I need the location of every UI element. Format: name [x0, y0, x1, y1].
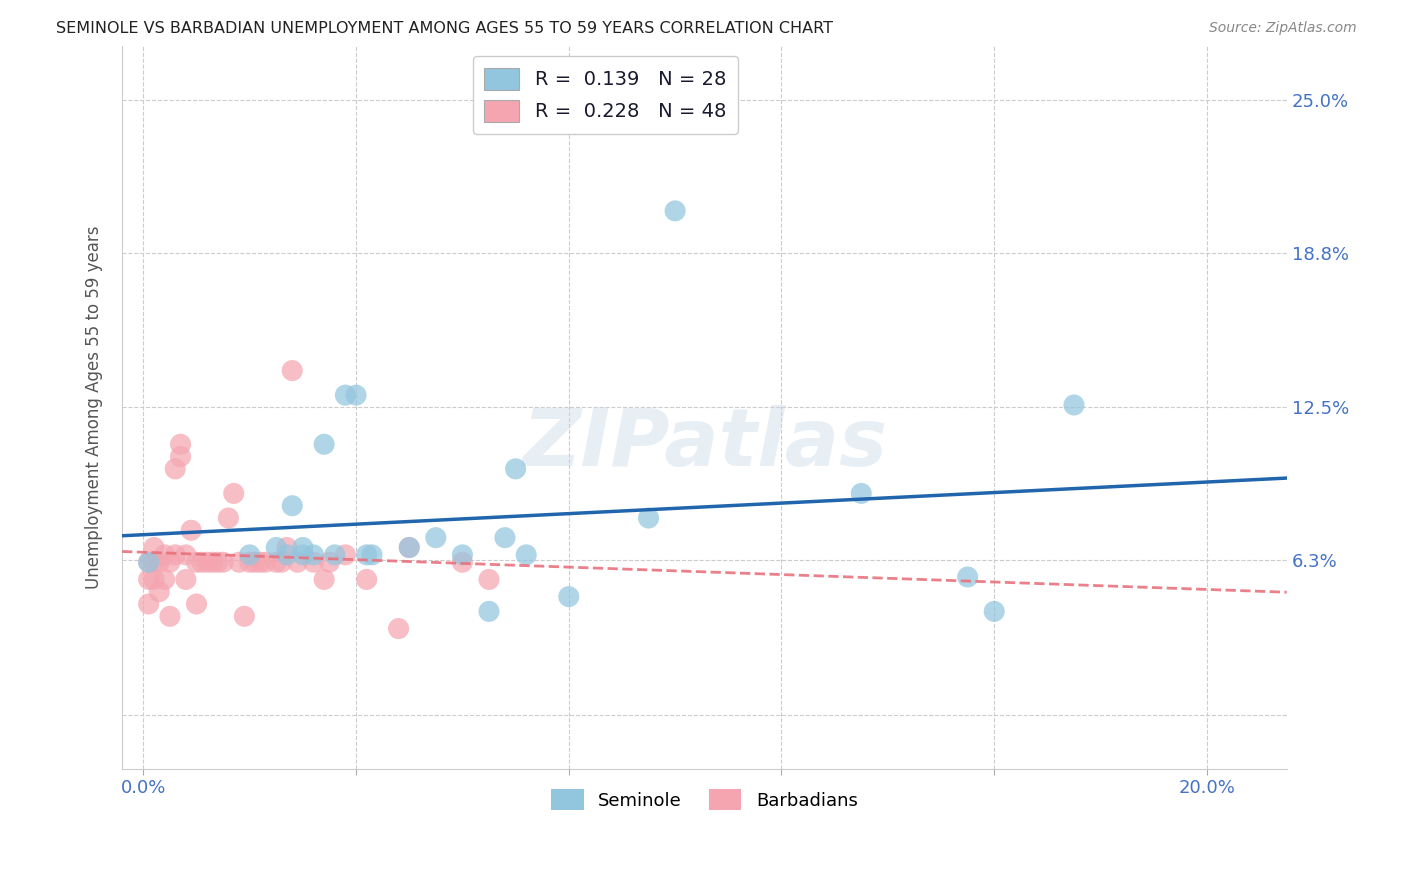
Point: [478, 604, 501, 618]
Point: [264, 541, 287, 555]
Point: [361, 548, 384, 562]
Point: [186, 555, 208, 569]
Point: [302, 548, 325, 562]
Point: [276, 541, 298, 555]
Point: [143, 555, 166, 569]
Point: [143, 573, 166, 587]
Point: [287, 555, 309, 569]
Point: [664, 203, 686, 218]
Point: [174, 573, 197, 587]
Point: [153, 548, 176, 562]
Point: [281, 499, 304, 513]
Point: [249, 555, 271, 569]
Point: [478, 573, 501, 587]
Point: [637, 511, 659, 525]
Text: SEMINOLE VS BARBADIAN UNEMPLOYMENT AMONG AGES 55 TO 59 YEARS CORRELATION CHART: SEMINOLE VS BARBADIAN UNEMPLOYMENT AMONG…: [56, 21, 834, 36]
Point: [165, 548, 187, 562]
Point: [239, 555, 262, 569]
Point: [138, 573, 160, 587]
Text: Source: ZipAtlas.com: Source: ZipAtlas.com: [1209, 21, 1357, 35]
Point: [314, 573, 336, 587]
Point: [138, 555, 160, 569]
Y-axis label: Unemployment Among Ages 55 to 59 years: Unemployment Among Ages 55 to 59 years: [86, 226, 103, 590]
Point: [344, 388, 367, 402]
Point: [254, 555, 277, 569]
Text: ZIPatlas: ZIPatlas: [522, 405, 887, 483]
Point: [174, 548, 197, 562]
Point: [138, 555, 160, 569]
Point: [335, 388, 357, 402]
Point: [180, 523, 202, 537]
Point: [243, 555, 266, 569]
Point: [323, 548, 346, 562]
Point: [159, 609, 181, 624]
Point: [1063, 398, 1085, 412]
Point: [239, 548, 262, 562]
Point: [264, 555, 287, 569]
Point: [318, 555, 340, 569]
Point: [143, 541, 166, 555]
Point: [451, 548, 474, 562]
Point: [851, 486, 873, 500]
Point: [276, 548, 298, 562]
Legend: Seminole, Barbadians: Seminole, Barbadians: [544, 782, 865, 817]
Point: [201, 555, 224, 569]
Point: [356, 548, 378, 562]
Point: [505, 462, 527, 476]
Point: [356, 573, 378, 587]
Point: [148, 584, 170, 599]
Point: [515, 548, 537, 562]
Point: [148, 555, 170, 569]
Point: [398, 541, 420, 555]
Point: [451, 555, 474, 569]
Point: [233, 609, 256, 624]
Point: [186, 597, 208, 611]
Point: [291, 541, 314, 555]
Point: [217, 511, 239, 525]
Point: [314, 437, 336, 451]
Point: [165, 462, 187, 476]
Point: [494, 531, 516, 545]
Point: [281, 363, 304, 377]
Point: [169, 450, 191, 464]
Point: [138, 597, 160, 611]
Point: [335, 548, 357, 562]
Point: [191, 555, 214, 569]
Point: [270, 555, 292, 569]
Point: [387, 622, 409, 636]
Point: [228, 555, 250, 569]
Point: [159, 555, 181, 569]
Point: [153, 573, 176, 587]
Point: [207, 555, 229, 569]
Point: [291, 548, 314, 562]
Point: [398, 541, 420, 555]
Point: [956, 570, 979, 584]
Point: [302, 555, 325, 569]
Point: [425, 531, 447, 545]
Point: [169, 437, 191, 451]
Point: [195, 555, 218, 569]
Point: [212, 555, 235, 569]
Point: [558, 590, 581, 604]
Point: [983, 604, 1005, 618]
Point: [222, 486, 245, 500]
